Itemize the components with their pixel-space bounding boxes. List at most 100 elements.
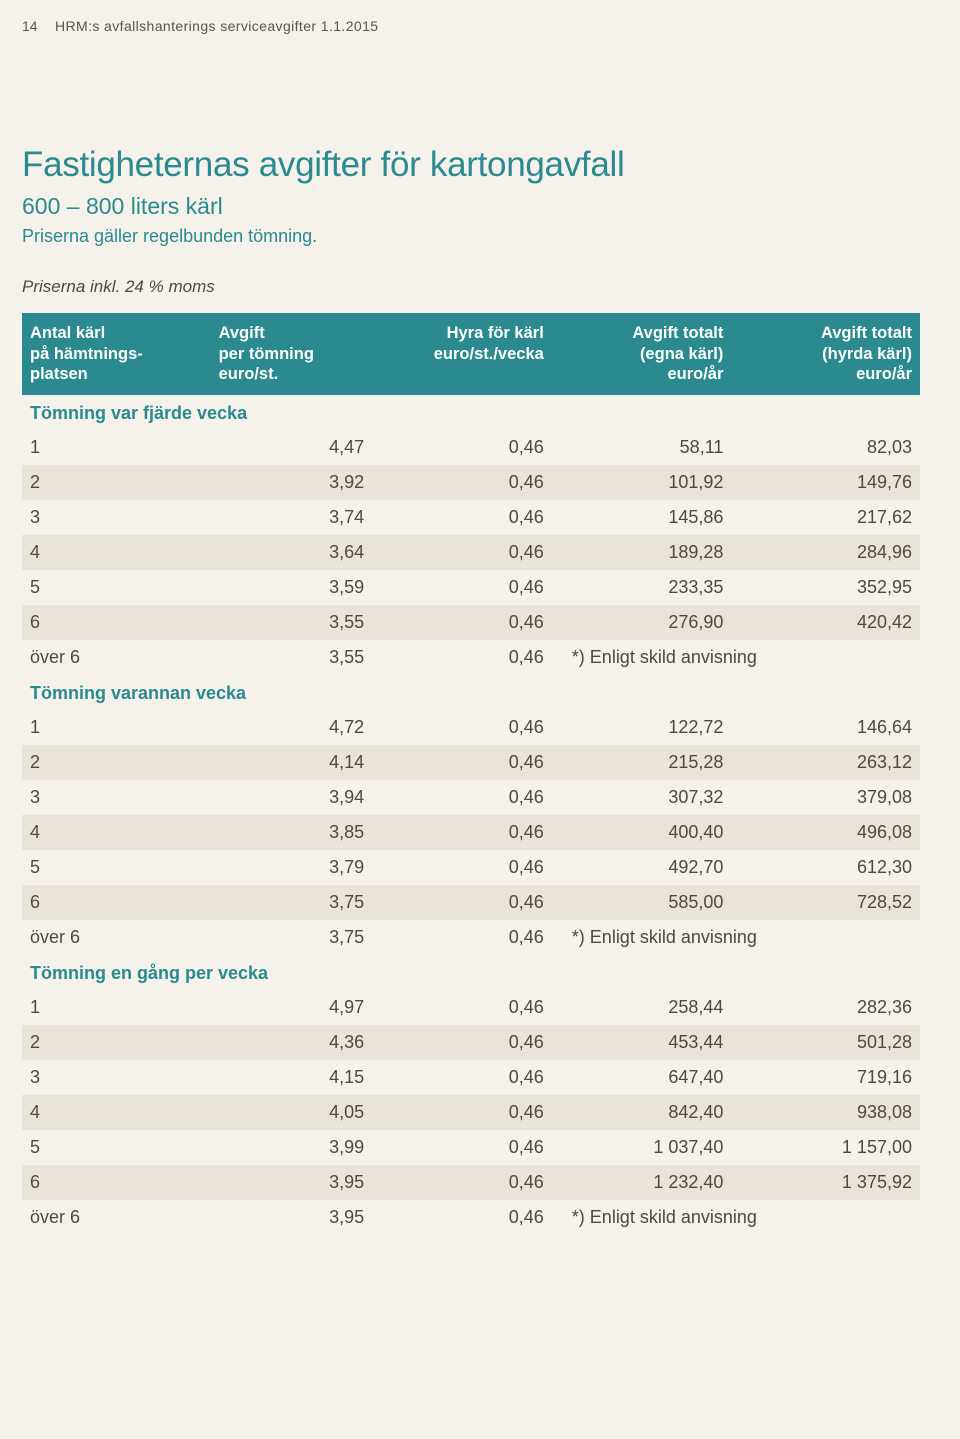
cell-antal: 4 <box>22 815 211 850</box>
cell-antal: 4 <box>22 1095 211 1130</box>
cell-hyrda: 496,08 <box>731 815 920 850</box>
table-row: 43,850,46400,40496,08 <box>22 815 920 850</box>
cell-hyrda: 938,08 <box>731 1095 920 1130</box>
cell-avgift: 3,59 <box>211 570 373 605</box>
cell-hyrda: 420,42 <box>731 605 920 640</box>
cell-antal: 1 <box>22 990 211 1025</box>
cell-hyra: 0,46 <box>372 990 552 1025</box>
cell-avgift: 3,94 <box>211 780 373 815</box>
table-row: över 63,950,46*) Enligt skild anvisning <box>22 1200 920 1235</box>
table-row: 14,720,46122,72146,64 <box>22 710 920 745</box>
cell-hyrda: 284,96 <box>731 535 920 570</box>
cell-egna: 453,44 <box>552 1025 732 1060</box>
cell-egna: 215,28 <box>552 745 732 780</box>
cell-hyrda: 501,28 <box>731 1025 920 1060</box>
page-title: Fastigheternas avgifter för kartongavfal… <box>22 145 920 185</box>
cell-antal: 1 <box>22 710 211 745</box>
cell-hyra: 0,46 <box>372 920 552 955</box>
cell-hyra: 0,46 <box>372 465 552 500</box>
cell-avgift: 4,72 <box>211 710 373 745</box>
cell-avgift: 4,47 <box>211 430 373 465</box>
cell-antal: 5 <box>22 570 211 605</box>
cell-hyra: 0,46 <box>372 745 552 780</box>
page-header: HRM:s avfallshanterings serviceavgifter … <box>55 18 378 34</box>
cell-antal: 3 <box>22 780 211 815</box>
cell-hyra: 0,46 <box>372 535 552 570</box>
col-header-avgift: Avgiftper tömningeuro/st. <box>211 313 373 395</box>
cell-hyrda: 719,16 <box>731 1060 920 1095</box>
cell-egna: 189,28 <box>552 535 732 570</box>
cell-hyrda: 149,76 <box>731 465 920 500</box>
cell-egna: 101,92 <box>552 465 732 500</box>
cell-antal: över 6 <box>22 1200 211 1235</box>
cell-hyra: 0,46 <box>372 1025 552 1060</box>
cell-antal: 6 <box>22 885 211 920</box>
cell-hyrda: 82,03 <box>731 430 920 465</box>
col-header-egna: Avgift totalt(egna kärl)euro/år <box>552 313 732 395</box>
cell-merged-note: *) Enligt skild anvisning <box>552 920 920 955</box>
cell-egna: 842,40 <box>552 1095 732 1130</box>
fee-table: Antal kärlpå hämtnings-platsen Avgiftper… <box>22 313 920 1235</box>
cell-avgift: 3,64 <box>211 535 373 570</box>
cell-hyrda: 1 157,00 <box>731 1130 920 1165</box>
cell-egna: 307,32 <box>552 780 732 815</box>
cell-hyrda: 217,62 <box>731 500 920 535</box>
cell-egna: 1 037,40 <box>552 1130 732 1165</box>
table-row: 53,590,46233,35352,95 <box>22 570 920 605</box>
section-header: Tömning en gång per vecka <box>22 955 920 990</box>
section-header: Tömning varannan vecka <box>22 675 920 710</box>
cell-egna: 647,40 <box>552 1060 732 1095</box>
cell-antal: 3 <box>22 1060 211 1095</box>
col-header-antal: Antal kärlpå hämtnings-platsen <box>22 313 211 395</box>
cell-egna: 400,40 <box>552 815 732 850</box>
cell-antal: över 6 <box>22 640 211 675</box>
cell-avgift: 3,75 <box>211 885 373 920</box>
cell-hyra: 0,46 <box>372 430 552 465</box>
table-row: 44,050,46842,40938,08 <box>22 1095 920 1130</box>
cell-hyra: 0,46 <box>372 640 552 675</box>
section-label: Tömning en gång per vecka <box>22 955 920 990</box>
cell-hyra: 0,46 <box>372 1060 552 1095</box>
cell-hyra: 0,46 <box>372 1095 552 1130</box>
table-row: 14,470,4658,1182,03 <box>22 430 920 465</box>
cell-avgift: 3,99 <box>211 1130 373 1165</box>
section-label: Tömning varannan vecka <box>22 675 920 710</box>
table-row: 24,140,46215,28263,12 <box>22 745 920 780</box>
cell-hyra: 0,46 <box>372 1165 552 1200</box>
cell-antal: 6 <box>22 605 211 640</box>
table-row: 33,940,46307,32379,08 <box>22 780 920 815</box>
col-header-hyra: Hyra för kärleuro/st./vecka <box>372 313 552 395</box>
cell-antal: 6 <box>22 1165 211 1200</box>
cell-antal: 5 <box>22 1130 211 1165</box>
cell-hyra: 0,46 <box>372 1200 552 1235</box>
page-subtitle2: Priserna gäller regelbunden tömning. <box>22 226 920 247</box>
cell-hyrda: 379,08 <box>731 780 920 815</box>
cell-hyra: 0,46 <box>372 780 552 815</box>
cell-hyra: 0,46 <box>372 605 552 640</box>
cell-merged-note: *) Enligt skild anvisning <box>552 1200 920 1235</box>
table-row: över 63,550,46*) Enligt skild anvisning <box>22 640 920 675</box>
cell-merged-note: *) Enligt skild anvisning <box>552 640 920 675</box>
page-number: 14 <box>22 18 38 34</box>
cell-antal: 2 <box>22 465 211 500</box>
table-row: 63,950,461 232,401 375,92 <box>22 1165 920 1200</box>
table-header-row: Antal kärlpå hämtnings-platsen Avgiftper… <box>22 313 920 395</box>
cell-hyra: 0,46 <box>372 815 552 850</box>
cell-antal: 5 <box>22 850 211 885</box>
cell-avgift: 4,05 <box>211 1095 373 1130</box>
table-row: 43,640,46189,28284,96 <box>22 535 920 570</box>
section-header: Tömning var fjärde vecka <box>22 395 920 430</box>
cell-avgift: 3,95 <box>211 1165 373 1200</box>
cell-avgift: 3,95 <box>211 1200 373 1235</box>
cell-hyrda: 1 375,92 <box>731 1165 920 1200</box>
cell-egna: 145,86 <box>552 500 732 535</box>
cell-hyra: 0,46 <box>372 1130 552 1165</box>
cell-hyra: 0,46 <box>372 500 552 535</box>
cell-avgift: 4,14 <box>211 745 373 780</box>
cell-egna: 58,11 <box>552 430 732 465</box>
table-row: 14,970,46258,44282,36 <box>22 990 920 1025</box>
cell-hyrda: 612,30 <box>731 850 920 885</box>
table-row: 63,550,46276,90420,42 <box>22 605 920 640</box>
cell-hyrda: 728,52 <box>731 885 920 920</box>
cell-hyrda: 263,12 <box>731 745 920 780</box>
